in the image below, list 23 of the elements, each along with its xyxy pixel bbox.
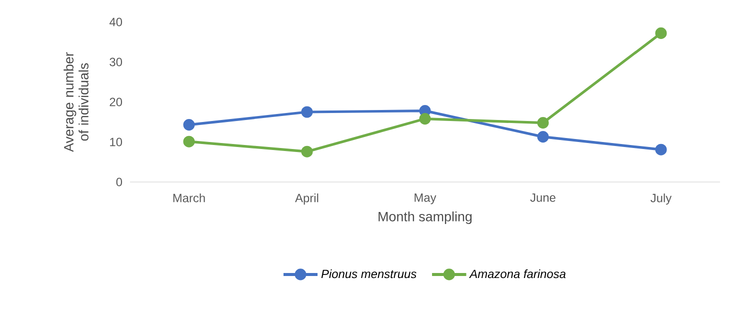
point xyxy=(301,146,313,158)
point xyxy=(419,113,431,125)
y-axis-title: Average number of individuals xyxy=(64,52,88,152)
y-tick-label: 40 xyxy=(109,18,122,26)
y-tick-label: 30 xyxy=(110,58,122,66)
point xyxy=(655,27,667,39)
point xyxy=(183,136,195,148)
y-tick-label: 20 xyxy=(110,98,122,106)
legend-label: Pionus menstruus xyxy=(321,269,416,278)
x-tick-label: July xyxy=(650,193,672,205)
point xyxy=(537,117,549,129)
point xyxy=(537,131,549,143)
x-tick-label: March xyxy=(173,193,205,202)
y-tick-label: 10 xyxy=(110,138,122,146)
x-tick-label: June xyxy=(530,193,556,202)
point xyxy=(655,144,667,156)
legend-label: Amazona farinosa xyxy=(469,269,566,278)
x-axis-title: Month sampling xyxy=(378,211,472,224)
x-tick-label: May xyxy=(414,193,436,204)
x-tick-label: April xyxy=(295,193,318,205)
point xyxy=(301,106,313,118)
point xyxy=(183,119,195,131)
y-tick-label: 0 xyxy=(116,178,122,186)
